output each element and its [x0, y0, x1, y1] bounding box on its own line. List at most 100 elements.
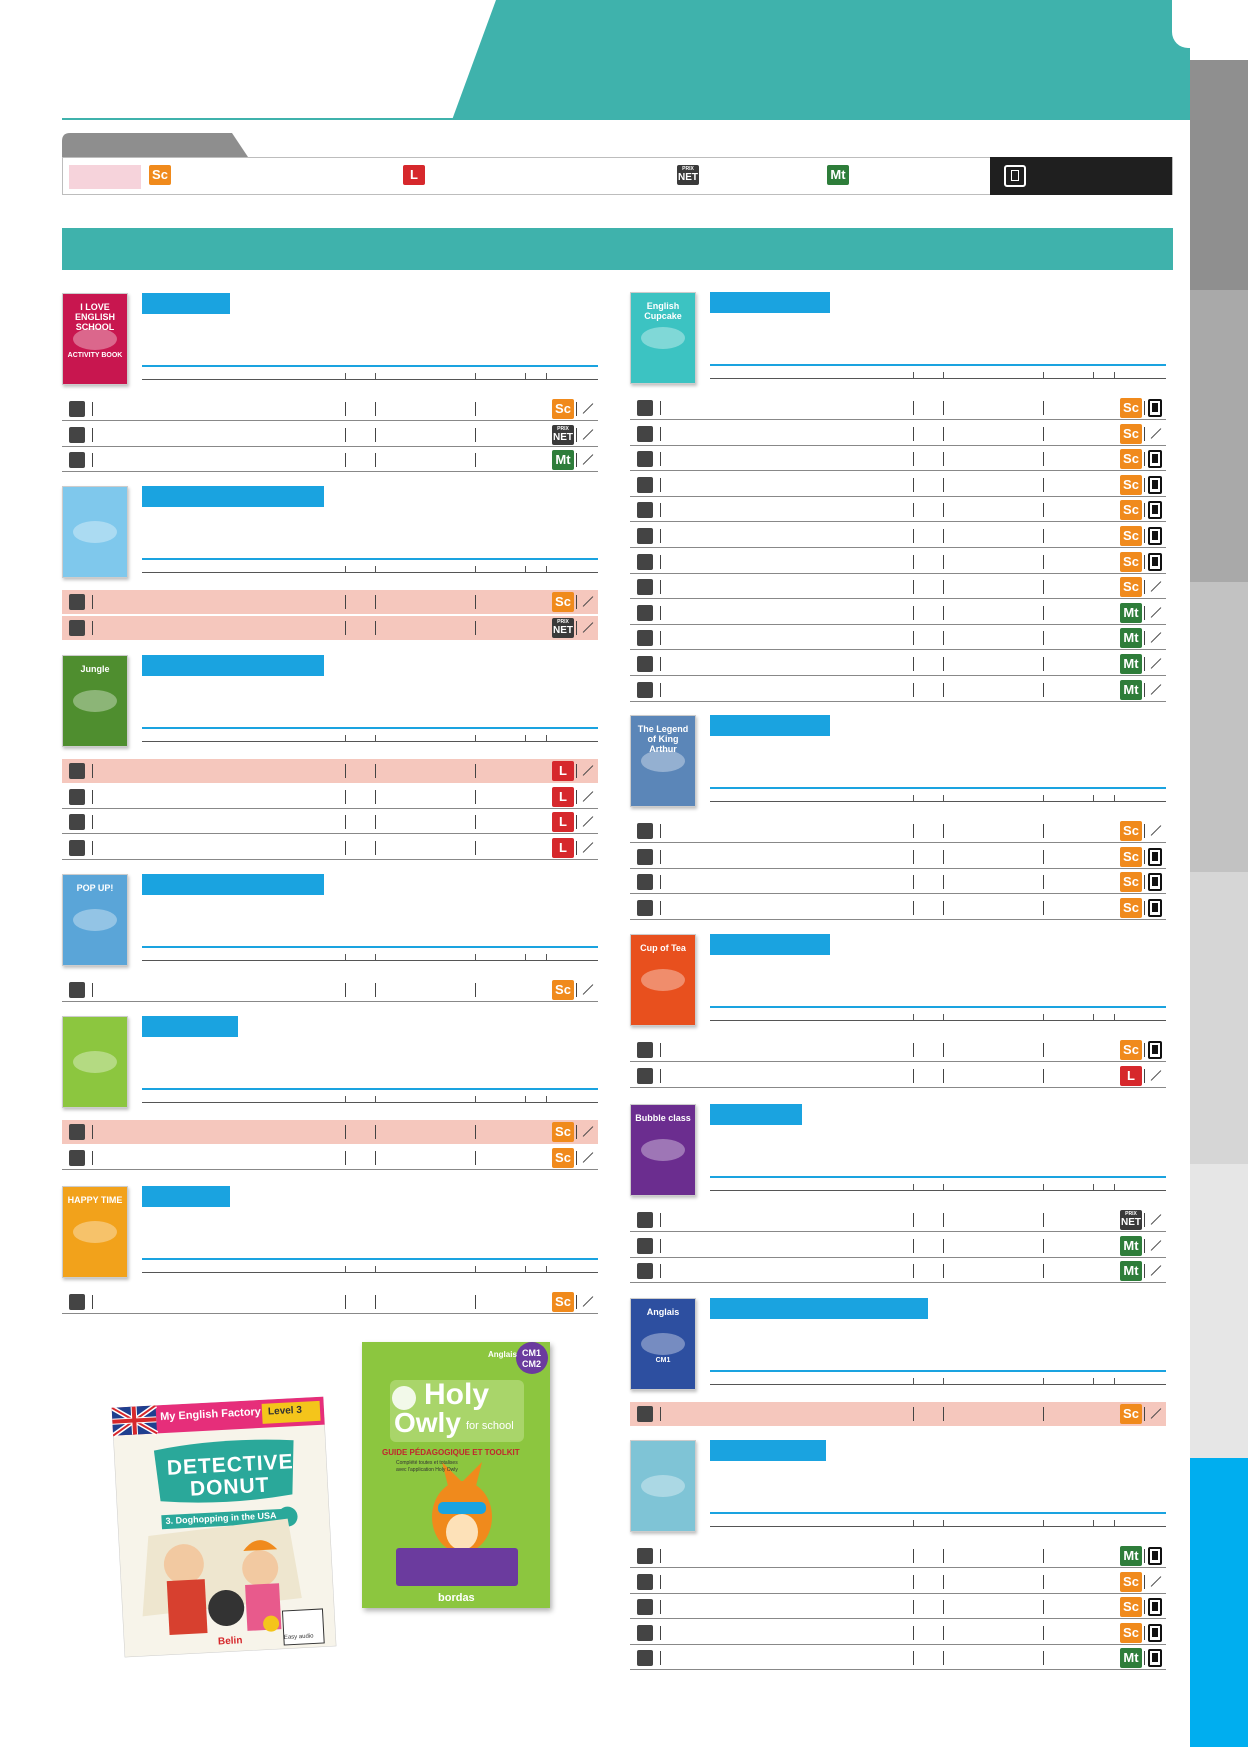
featured-book-detective-donut[interactable]: My English Factory Level 3 DETECTIVE DON… [110, 1396, 337, 1658]
table-row[interactable]: Mt [62, 448, 598, 473]
row-checkbox[interactable] [637, 1067, 653, 1084]
book-cover[interactable]: Jungle [62, 655, 128, 747]
book-cover[interactable]: I LOVE ENGLISH SCHOOL ACTIVITY BOOK [62, 293, 128, 385]
table-row[interactable]: Sc [630, 473, 1166, 497]
table-row[interactable]: Sc [630, 1621, 1166, 1645]
row-checkbox[interactable] [69, 814, 85, 831]
row-checkbox[interactable] [637, 400, 653, 416]
table-row[interactable]: Sc [62, 1290, 598, 1314]
row-checkbox[interactable] [637, 579, 653, 596]
table-row[interactable]: PRIX NET [62, 615, 598, 640]
table-row[interactable]: Sc [630, 575, 1166, 600]
side-tab-1[interactable] [1190, 60, 1248, 290]
row-checkbox[interactable] [69, 1149, 85, 1166]
row-checkbox[interactable] [637, 1042, 653, 1058]
table-row[interactable]: Mt [630, 1544, 1166, 1568]
row-checkbox[interactable] [69, 619, 85, 636]
table-row[interactable]: Sc [630, 422, 1166, 446]
side-tab-2[interactable] [1190, 290, 1248, 582]
table-row[interactable]: Sc [630, 1402, 1166, 1426]
row-checkbox[interactable] [637, 1237, 653, 1254]
table-row[interactable]: L [62, 810, 598, 835]
table-row[interactable]: Sc [62, 978, 598, 1002]
table-row[interactable]: PRIX NET [62, 423, 598, 447]
row-checkbox[interactable] [69, 1294, 85, 1310]
table-row[interactable]: Mt [630, 678, 1166, 702]
table-row[interactable]: Sc [630, 524, 1166, 548]
table-row[interactable]: L [62, 785, 598, 809]
book-cover[interactable]: English Cupcake [630, 292, 696, 384]
table-row[interactable]: Mt [630, 1259, 1166, 1284]
row-checkbox[interactable] [69, 1124, 85, 1140]
row-checkbox[interactable] [69, 594, 85, 610]
table-row[interactable]: L [62, 759, 598, 783]
table-row[interactable]: Sc [630, 1038, 1166, 1062]
row-checkbox[interactable] [637, 604, 653, 621]
table-row[interactable]: Sc [630, 550, 1166, 574]
row-checkbox[interactable] [69, 982, 85, 998]
side-tab-5[interactable] [1190, 1164, 1248, 1458]
row-checkbox[interactable] [637, 656, 653, 672]
table-row[interactable]: Sc [630, 396, 1166, 420]
table-row[interactable]: Sc [630, 1595, 1166, 1620]
row-checkbox[interactable] [637, 1548, 653, 1564]
row-checkbox[interactable] [637, 1406, 653, 1422]
table-row[interactable]: Sc [630, 819, 1166, 843]
table-row[interactable]: Sc [630, 447, 1166, 472]
book-cover[interactable]: Anglais CM1 [630, 1298, 696, 1390]
row-checkbox[interactable] [637, 874, 653, 891]
row-checkbox[interactable] [637, 451, 653, 468]
table-row[interactable]: Mt [630, 601, 1166, 625]
row-checkbox[interactable] [637, 1573, 653, 1590]
row-checkbox[interactable] [637, 1624, 653, 1641]
table-row[interactable]: Sc [62, 590, 598, 614]
side-tab-3[interactable] [1190, 582, 1248, 872]
book-cover[interactable] [62, 1016, 128, 1108]
row-checkbox[interactable] [637, 1212, 653, 1228]
row-checkbox[interactable] [637, 848, 653, 865]
table-row[interactable]: Sc [630, 870, 1166, 895]
row-checkbox[interactable] [69, 839, 85, 856]
table-row[interactable]: L [630, 1064, 1166, 1088]
row-checkbox[interactable] [637, 823, 653, 839]
row-checkbox[interactable] [637, 502, 653, 519]
table-row[interactable]: Mt [630, 626, 1166, 651]
featured-book-holy-owly[interactable]: Anglais CM1 CM2 Holy Owly for school GUI… [362, 1342, 550, 1608]
book-cover[interactable]: Cup of Tea [630, 934, 696, 1026]
table-row[interactable]: Mt [630, 1234, 1166, 1258]
row-checkbox[interactable] [637, 1263, 653, 1280]
row-checkbox[interactable] [69, 401, 85, 417]
book-cover[interactable] [630, 1440, 696, 1532]
table-row[interactable]: Sc [62, 1146, 598, 1170]
table-row[interactable]: Mt [630, 652, 1166, 676]
row-checkbox[interactable] [637, 899, 653, 916]
table-row[interactable]: Sc [630, 845, 1166, 869]
side-tab-active[interactable] [1190, 1458, 1248, 1747]
table-row[interactable]: Sc [630, 896, 1166, 920]
book-cover[interactable] [62, 486, 128, 578]
table-row[interactable]: Sc [630, 1570, 1166, 1594]
book-cover[interactable]: POP UP! [62, 874, 128, 966]
side-tab-4[interactable] [1190, 872, 1248, 1164]
book-cover[interactable]: Bubble class [630, 1104, 696, 1196]
table-row[interactable]: PRIX NET [630, 1208, 1166, 1232]
row-checkbox[interactable] [69, 452, 85, 469]
row-checkbox[interactable] [637, 1650, 653, 1667]
book-cover[interactable]: HAPPY TIME [62, 1186, 128, 1278]
row-checkbox[interactable] [69, 426, 85, 443]
table-row[interactable]: Mt [630, 1646, 1166, 1671]
row-checkbox[interactable] [637, 476, 653, 493]
row-checkbox[interactable] [69, 763, 85, 779]
table-row[interactable]: L [62, 836, 598, 860]
row-checkbox[interactable] [637, 553, 653, 570]
table-row[interactable]: Sc [62, 397, 598, 421]
table-row[interactable]: Sc [630, 498, 1166, 523]
table-row[interactable]: Sc [62, 1120, 598, 1144]
row-checkbox[interactable] [637, 681, 653, 698]
row-checkbox[interactable] [637, 630, 653, 647]
row-checkbox[interactable] [637, 425, 653, 442]
row-checkbox[interactable] [69, 788, 85, 805]
row-checkbox[interactable] [637, 528, 653, 544]
book-cover[interactable]: The Legend of King Arthur [630, 715, 696, 807]
row-checkbox[interactable] [637, 1599, 653, 1616]
